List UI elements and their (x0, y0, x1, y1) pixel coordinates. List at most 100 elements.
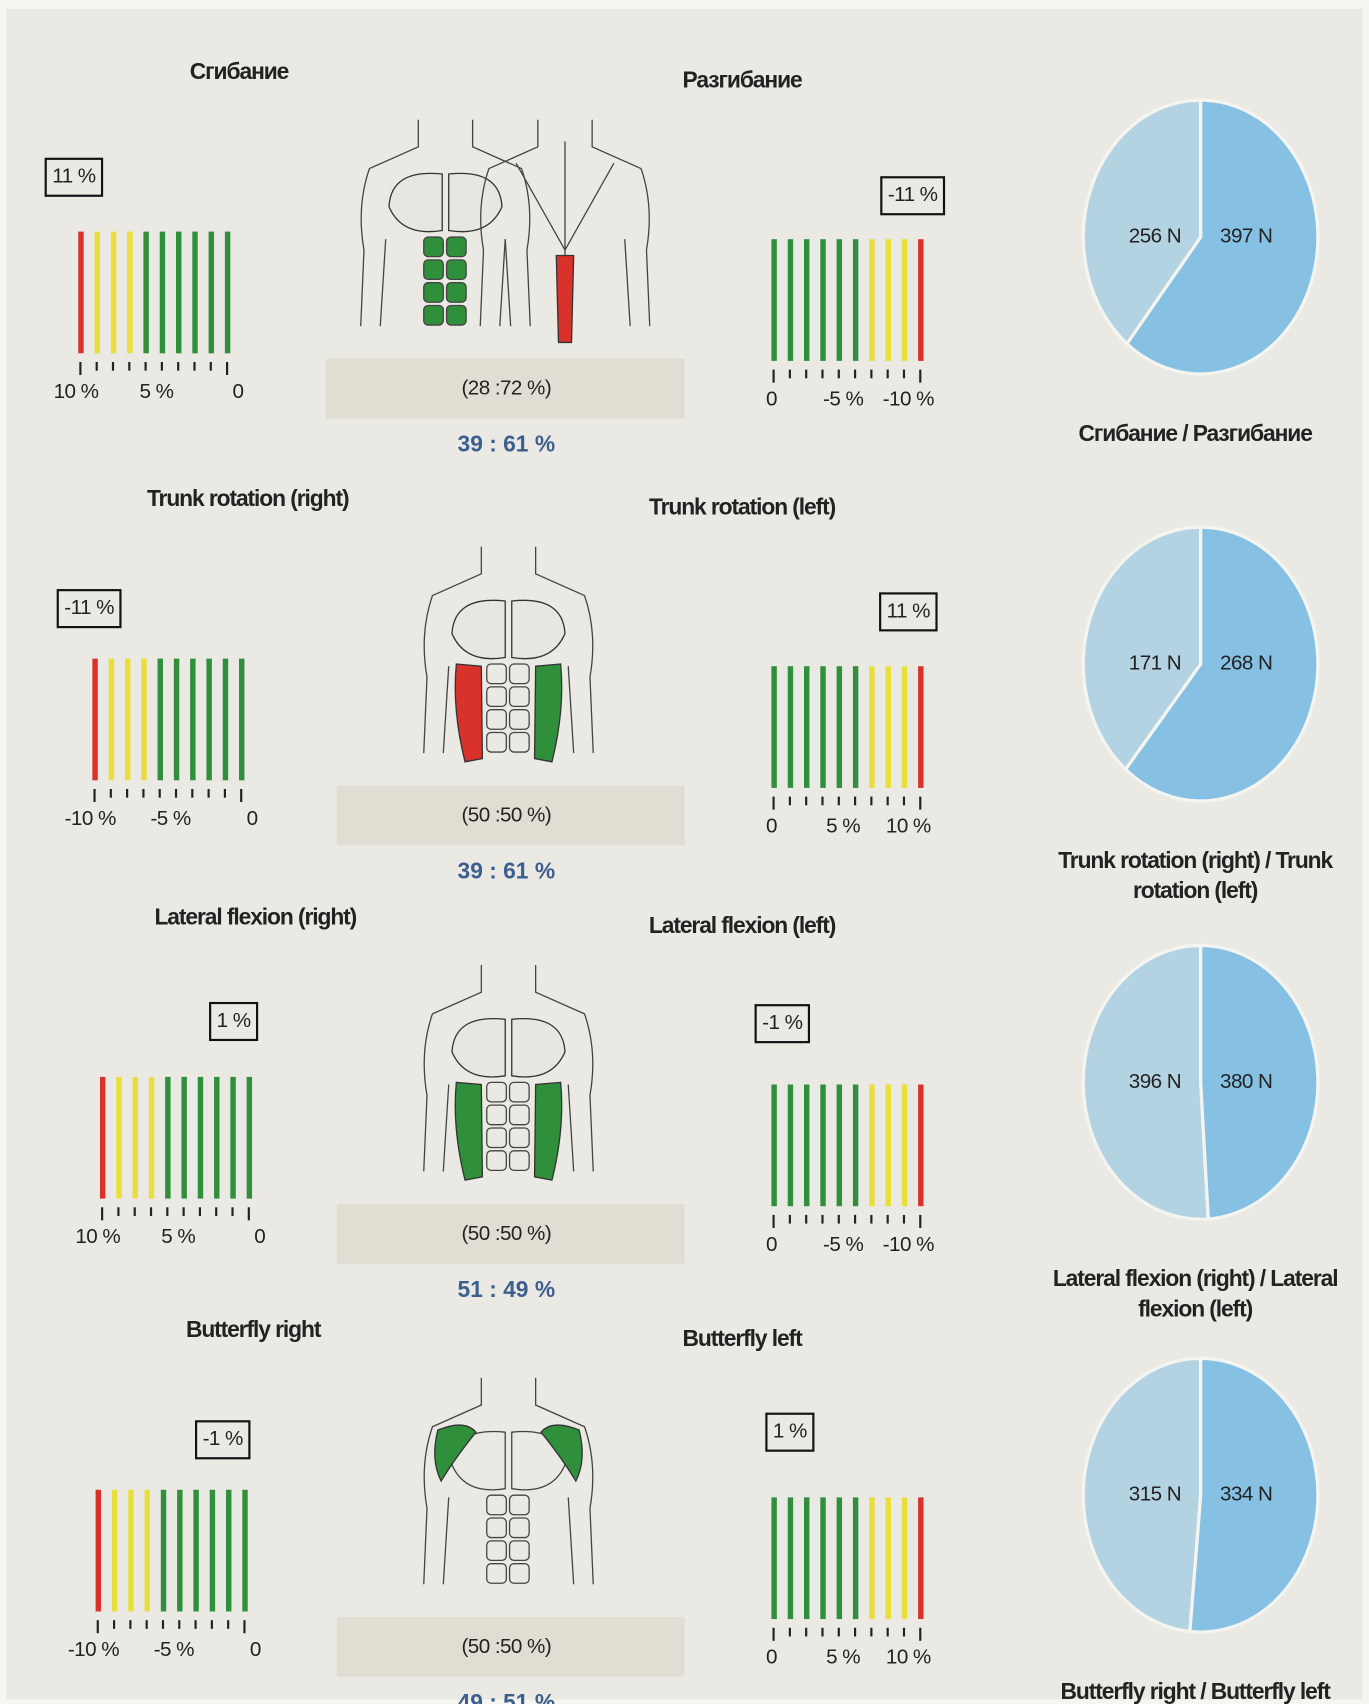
figure-highlight (424, 283, 444, 303)
gauge-tick (126, 789, 128, 798)
gauge-tick (231, 1207, 233, 1216)
scale-label: -10 % (65, 807, 116, 830)
gauge-bar (837, 239, 842, 361)
right-title: Butterfly left (683, 1325, 804, 1351)
gauge-bar (176, 232, 181, 354)
gauge-tick (773, 370, 775, 383)
gauge-tick (97, 1620, 99, 1633)
caption-line: rotation (left) (1133, 877, 1258, 903)
caption-line: Сгибание / Разгибание (1079, 420, 1313, 446)
gauge-bar (116, 1077, 121, 1199)
figure-highlight (424, 260, 444, 280)
gauge-bar (239, 659, 244, 781)
badge-text: 11 % (52, 165, 96, 188)
gauge-bar (771, 1497, 776, 1619)
gauge-tick (789, 1628, 791, 1637)
figure-highlight (424, 305, 444, 325)
gauge-bar (918, 666, 923, 788)
badge-text: 11 % (887, 599, 931, 622)
gauge-bar (193, 1490, 198, 1612)
gauge-bar (145, 1490, 150, 1612)
report: СгибаниеРазгибание11 %-11 %10 %5 %00-5 %… (0, 0, 1369, 1704)
gauge-tick (161, 362, 163, 371)
gauge-tick (854, 1215, 856, 1224)
gauge-bar (918, 1085, 923, 1207)
gauge-bar (820, 1497, 825, 1619)
scale-label: 5 % (826, 1646, 860, 1669)
gauge-bar (158, 659, 163, 781)
left-title: Trunk rotation (right) (147, 485, 349, 511)
gauge-bar (902, 239, 907, 361)
ratio-text: (50 :50 %) (461, 1222, 551, 1245)
scale-label: 5 % (161, 1225, 195, 1248)
figure-highlight (447, 305, 467, 325)
gauge-tick (838, 1215, 840, 1224)
right-title: Разгибание (683, 67, 802, 93)
gauge-tick (215, 1207, 217, 1216)
scale-label: -5 % (154, 1638, 194, 1661)
gauge-bar (181, 1077, 186, 1199)
gauge-tick (789, 370, 791, 379)
gauge-tick (805, 1628, 807, 1637)
scale-label: 0 (232, 380, 243, 403)
gauge-tick (903, 797, 905, 806)
gauge-tick (854, 1628, 856, 1637)
gauge-bar (788, 1085, 793, 1207)
gauge-tick (240, 789, 242, 802)
gauge-tick (248, 1207, 250, 1220)
gauge-bar (837, 666, 842, 788)
gauge-tick (838, 797, 840, 806)
gauge-bar (902, 1085, 907, 1207)
figure-highlight (556, 256, 573, 343)
scale-label: 10 % (75, 1225, 120, 1248)
ratio-text: (50 :50 %) (461, 1635, 551, 1658)
scale-label: -5 % (823, 387, 863, 410)
gauge-tick (117, 1207, 119, 1216)
gauge-bar (869, 666, 874, 788)
scale-label: -10 % (883, 1233, 934, 1256)
balance-text: 51 : 49 % (458, 1276, 556, 1302)
gauge-tick (146, 1620, 148, 1629)
gauge-bar (853, 1085, 858, 1207)
gauge-tick (919, 1628, 921, 1641)
gauge-bar (788, 1497, 793, 1619)
gauge-bar (230, 1077, 235, 1199)
pie-label: 397 N (1220, 224, 1272, 247)
figure-highlight (447, 260, 467, 280)
gauge-bar (100, 1077, 105, 1199)
gauge-tick (887, 797, 889, 806)
gauge-tick (226, 362, 228, 375)
scale-label: -5 % (823, 1233, 863, 1256)
pie-label: 268 N (1220, 651, 1272, 674)
gauge-bar (128, 1490, 133, 1612)
gauge-bar (788, 239, 793, 361)
gauge-bar (837, 1085, 842, 1207)
gauge-bar (804, 239, 809, 361)
gauge-tick (79, 362, 81, 375)
gauge-bar (869, 1085, 874, 1207)
balance-text: 39 : 61 % (458, 431, 556, 457)
gauge-bar (886, 666, 891, 788)
gauge-tick (854, 370, 856, 379)
scale-label: 10 % (886, 1646, 931, 1669)
gauge-bar (902, 666, 907, 788)
gauge-tick (773, 797, 775, 810)
scale-label: 5 % (139, 380, 173, 403)
gauge-bar (133, 1077, 138, 1199)
scale-label: 10 % (54, 380, 99, 403)
scale-label: 0 (254, 1225, 265, 1248)
gauge-tick (243, 1620, 245, 1633)
gauge-bar (804, 666, 809, 788)
scale-label: -10 % (883, 387, 934, 410)
gauge-bar (804, 1497, 809, 1619)
gauge-tick (134, 1207, 136, 1216)
gauge-tick (112, 362, 114, 371)
gauge-bar (242, 1490, 247, 1612)
gauge-tick (101, 1207, 103, 1220)
badge-text: 1 % (217, 1009, 251, 1032)
gauge-tick (838, 370, 840, 379)
gauge-bar (853, 666, 858, 788)
gauge-tick (211, 1620, 213, 1629)
gauge-tick (110, 789, 112, 798)
gauge-bar (247, 1077, 252, 1199)
